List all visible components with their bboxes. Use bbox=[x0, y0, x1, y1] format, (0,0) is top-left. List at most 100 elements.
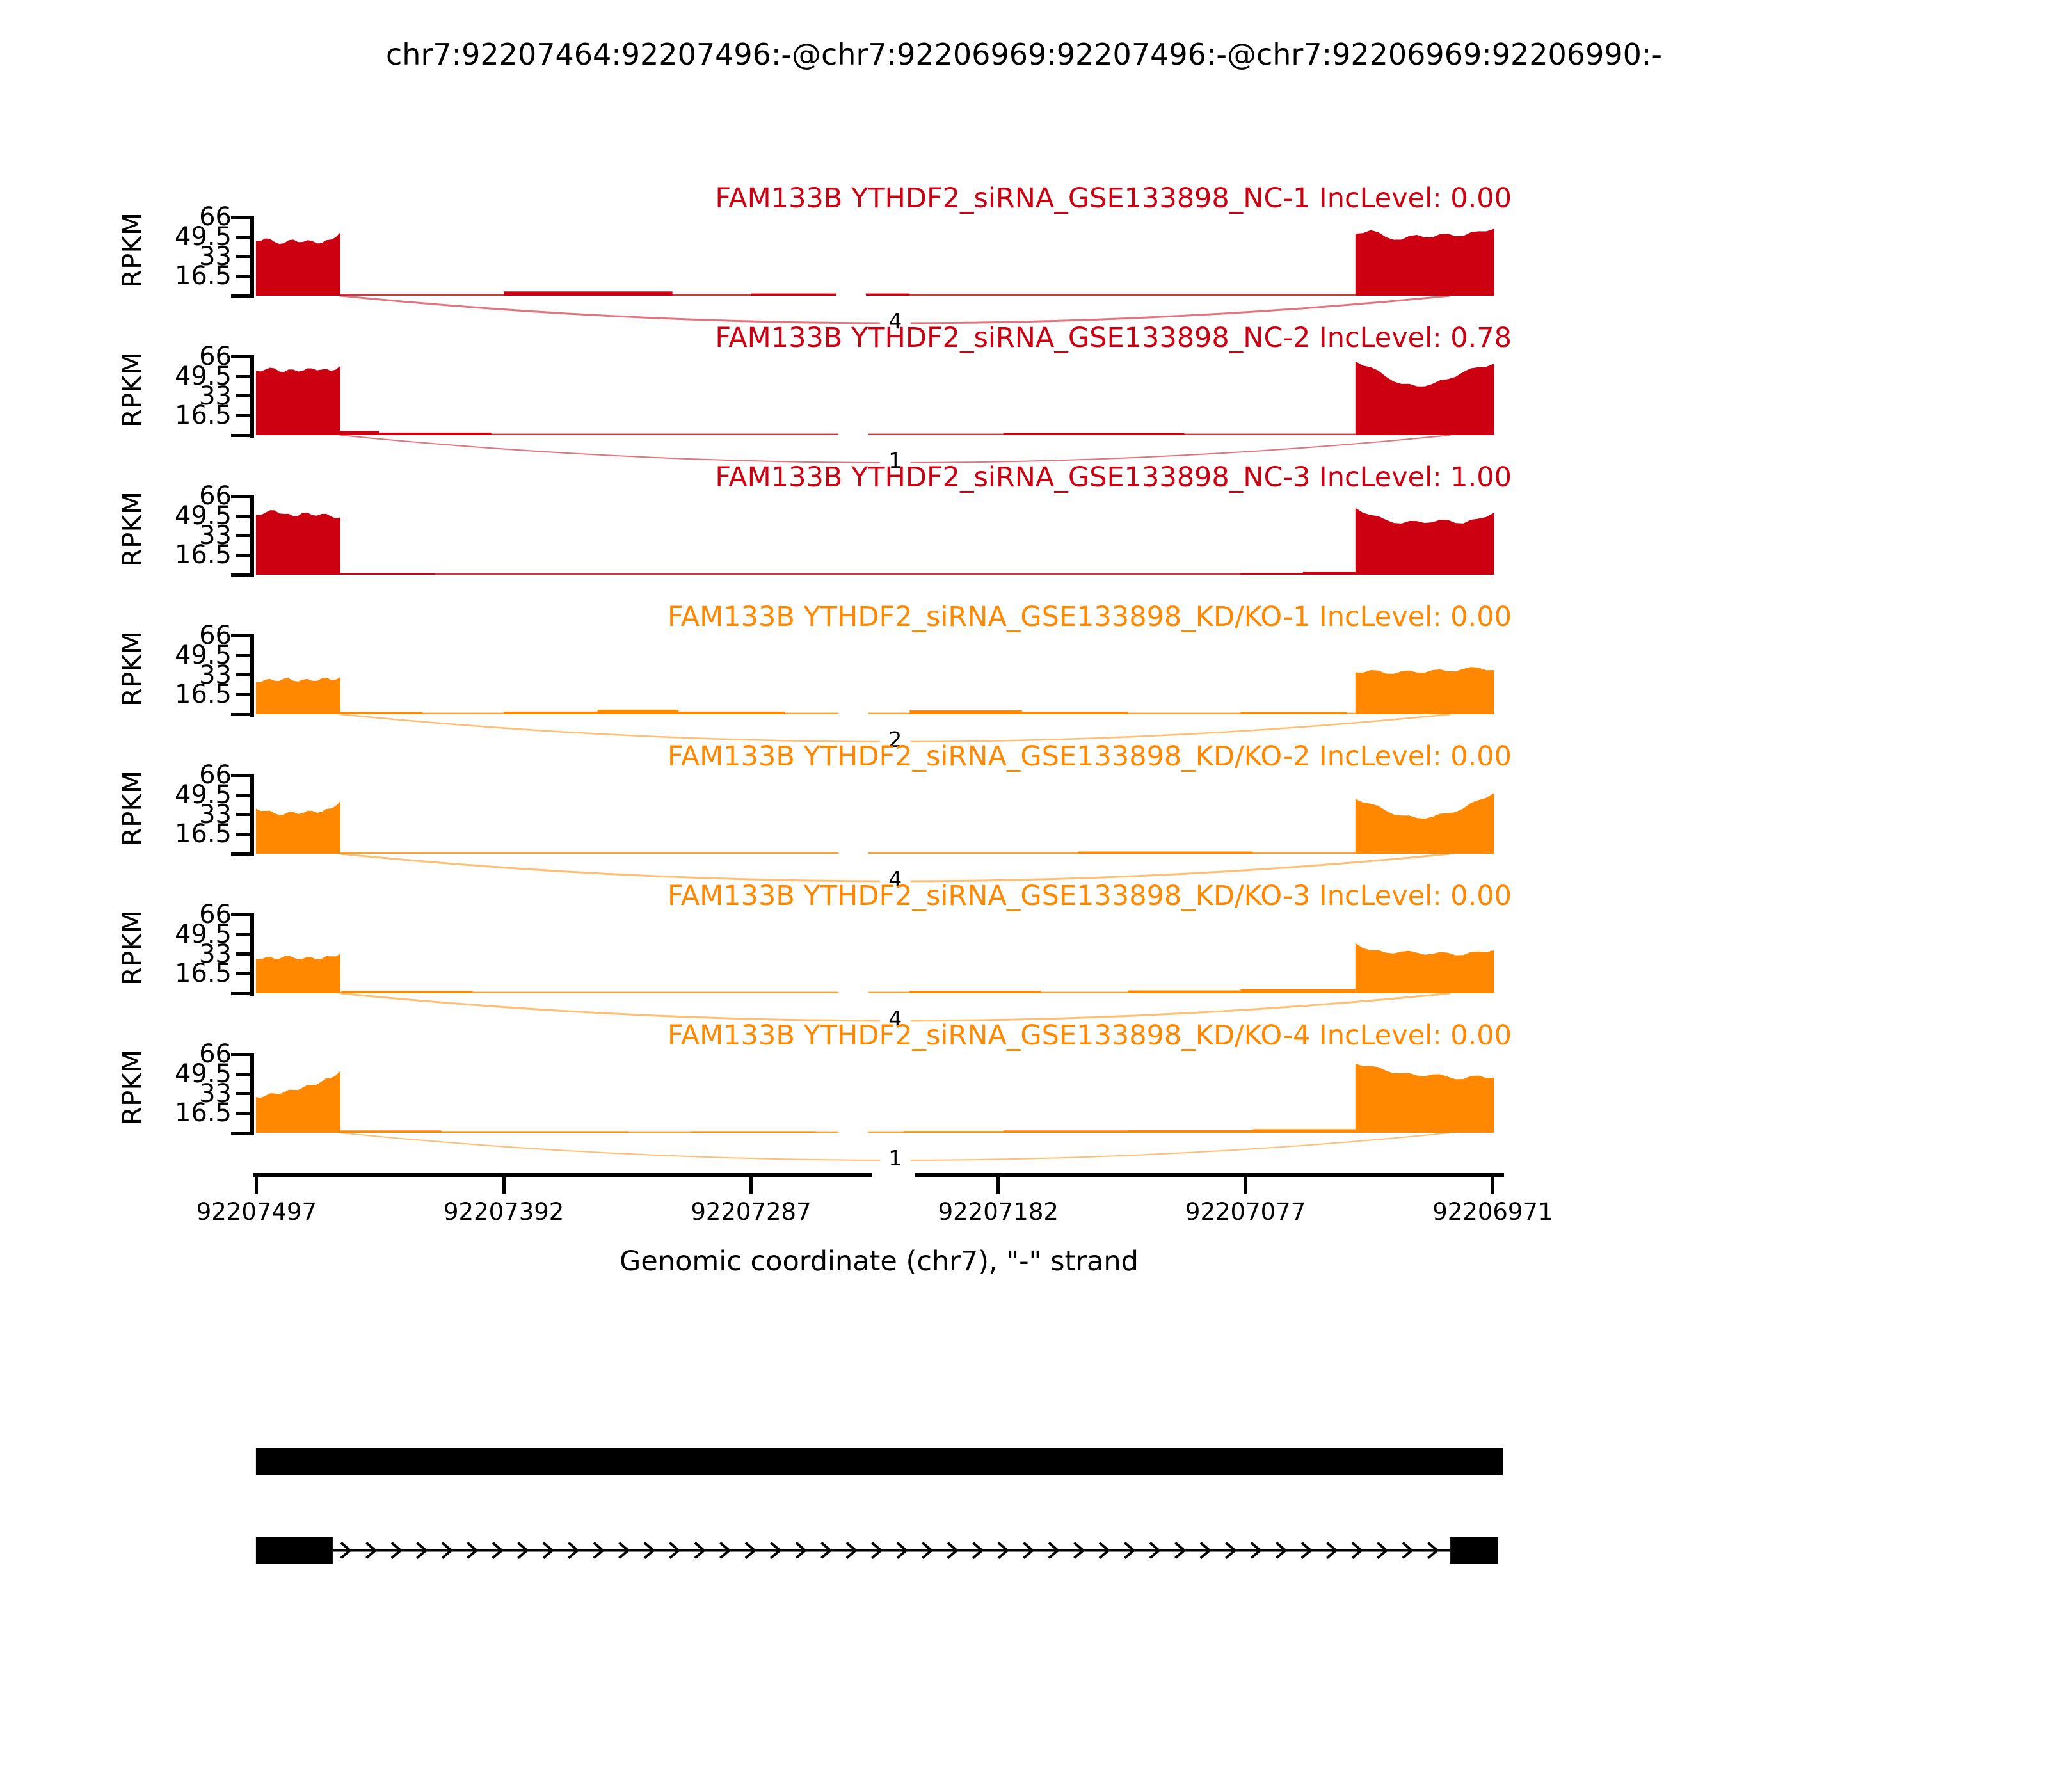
x-axis-tick bbox=[255, 1177, 259, 1194]
y-axis-tick bbox=[231, 573, 250, 577]
intron-direction-arrow bbox=[770, 1541, 782, 1560]
y-tick-label: 66 bbox=[199, 1039, 232, 1069]
y-tick-label: 33 bbox=[199, 1078, 232, 1108]
transcript-exon bbox=[255, 1448, 1503, 1475]
intron-direction-arrow bbox=[1225, 1541, 1237, 1560]
y-tick-label: 33 bbox=[199, 939, 232, 969]
intron-direction-arrow bbox=[997, 1541, 1009, 1560]
coverage-area-exon1 bbox=[255, 365, 340, 435]
coverage-area-exon2 bbox=[1355, 943, 1494, 993]
intron-direction-arrow bbox=[1276, 1541, 1288, 1560]
intron-direction-arrow bbox=[618, 1541, 630, 1560]
low-coverage-segment bbox=[1078, 851, 1253, 854]
coverage-plot: 4 bbox=[255, 228, 1494, 334]
y-tick-label: 49.5 bbox=[174, 641, 232, 670]
junction-count: 1 bbox=[888, 1146, 902, 1171]
intron-direction-arrow bbox=[1326, 1541, 1338, 1560]
y-tick-label: 16.5 bbox=[174, 819, 232, 849]
coverage-area-exon2 bbox=[1355, 1063, 1494, 1133]
intron-direction-arrow bbox=[669, 1541, 681, 1560]
y-axis-tick bbox=[231, 1052, 250, 1056]
intron-direction-arrow bbox=[643, 1541, 655, 1560]
low-coverage-segment bbox=[1252, 1129, 1356, 1133]
coverage-plot: 1 bbox=[255, 1063, 1494, 1171]
track-label: FAM133B YTHDF2_siRNA_GSE133898_KD/KO-4 I… bbox=[667, 1020, 1512, 1052]
x-axis-line bbox=[253, 1173, 872, 1177]
intron-direction-arrow bbox=[416, 1541, 428, 1560]
coverage-area-exon2 bbox=[1355, 508, 1494, 575]
intron-coverage-line bbox=[340, 852, 839, 854]
x-tick-label: 92207392 bbox=[444, 1198, 564, 1226]
junction-count-bg bbox=[879, 1005, 911, 1032]
y-axis-tick bbox=[231, 433, 250, 437]
y-axis-tick bbox=[236, 274, 250, 278]
y-tick-label: 33 bbox=[199, 660, 232, 690]
y-axis-tick bbox=[231, 913, 250, 916]
y-axis-tick bbox=[236, 255, 250, 258]
y-axis-tick bbox=[236, 394, 250, 397]
low-coverage-segment bbox=[1240, 712, 1347, 714]
y-axis-label: RPKM bbox=[116, 491, 148, 568]
low-coverage-segment bbox=[340, 712, 423, 714]
intron-direction-arrow bbox=[1174, 1541, 1187, 1560]
intron-direction-arrow bbox=[871, 1541, 883, 1560]
y-tick-label: 49.5 bbox=[174, 1059, 232, 1089]
low-coverage-segment bbox=[909, 710, 1022, 714]
intron-direction-arrow bbox=[719, 1541, 732, 1560]
intron-direction-arrow bbox=[1199, 1541, 1212, 1560]
y-axis-tick bbox=[231, 1131, 250, 1135]
y-axis-spine bbox=[250, 495, 254, 577]
y-tick-label: 49.5 bbox=[174, 920, 232, 949]
track-label: FAM133B YTHDF2_siRNA_GSE133898_NC-3 IncL… bbox=[715, 461, 1512, 493]
intron-coverage-line bbox=[340, 573, 1356, 575]
junction-count: 4 bbox=[888, 867, 902, 892]
junction-count-bg bbox=[879, 447, 911, 474]
low-coverage-segment bbox=[340, 431, 380, 435]
low-coverage-segment bbox=[1128, 990, 1241, 993]
low-coverage-segment bbox=[340, 1130, 442, 1133]
coverage-plot bbox=[255, 508, 1494, 575]
junction-count: 4 bbox=[888, 1006, 902, 1031]
y-tick-label: 33 bbox=[199, 241, 232, 271]
x-tick-label: 92207077 bbox=[1185, 1198, 1306, 1226]
intron-direction-arrow bbox=[1073, 1541, 1085, 1560]
y-tick-label: 66 bbox=[199, 202, 232, 232]
y-axis-tick bbox=[236, 413, 250, 417]
y-tick-label: 33 bbox=[199, 799, 232, 829]
y-axis-tick bbox=[236, 793, 250, 797]
intron-direction-arrow bbox=[441, 1541, 453, 1560]
intron-direction-arrow bbox=[896, 1541, 908, 1560]
y-axis-tick bbox=[236, 553, 250, 557]
coverage-area-exon2 bbox=[1355, 361, 1494, 435]
y-axis-tick bbox=[231, 634, 250, 637]
transcript-exon bbox=[1450, 1537, 1498, 1564]
x-axis-tick bbox=[1244, 1177, 1247, 1194]
intron-coverage-line bbox=[340, 433, 839, 435]
x-axis-tick bbox=[502, 1177, 506, 1194]
y-axis-tick bbox=[236, 692, 250, 696]
intron-direction-arrow bbox=[845, 1541, 858, 1560]
low-coverage-segment bbox=[751, 293, 836, 296]
y-axis-label: RPKM bbox=[116, 770, 148, 847]
track-label: FAM133B YTHDF2_siRNA_GSE133898_NC-1 IncL… bbox=[715, 182, 1512, 214]
y-tick-label: 66 bbox=[199, 900, 232, 929]
intron-direction-arrow bbox=[1351, 1541, 1363, 1560]
low-coverage-segment bbox=[903, 1131, 1004, 1133]
coverage-plot: 1 bbox=[255, 361, 1494, 474]
y-axis-label: RPKM bbox=[116, 1049, 148, 1126]
intron-coverage-line bbox=[868, 991, 1356, 993]
y-axis-tick bbox=[236, 514, 250, 518]
y-axis-tick bbox=[236, 932, 250, 936]
intron-direction-arrow bbox=[922, 1541, 934, 1560]
coverage-area-exon1 bbox=[255, 1071, 340, 1133]
y-tick-label: 16.5 bbox=[174, 401, 232, 430]
low-coverage-segment bbox=[1240, 573, 1303, 575]
y-axis-tick bbox=[236, 832, 250, 836]
y-axis-spine bbox=[250, 913, 254, 996]
y-axis-spine bbox=[250, 216, 254, 298]
y-axis-spine bbox=[250, 355, 254, 438]
x-axis-tick bbox=[1491, 1177, 1494, 1194]
low-coverage-segment bbox=[379, 432, 492, 435]
y-tick-label: 16.5 bbox=[174, 1098, 232, 1128]
intron-coverage-line bbox=[340, 991, 839, 993]
